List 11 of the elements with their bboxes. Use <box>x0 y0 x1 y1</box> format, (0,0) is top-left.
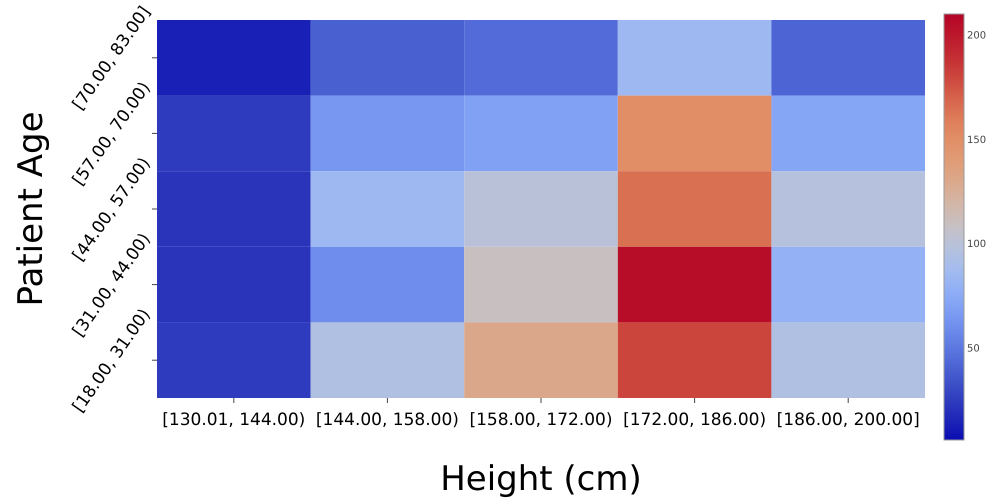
color-bar-label: 50 <box>967 344 980 355</box>
x-tick-label: [158.00, 172.00) <box>469 410 613 430</box>
x-axis-title: Height (cm) <box>440 459 642 499</box>
x-tick-label: [172.00, 186.00) <box>623 410 766 430</box>
x-tick-label: [186.00, 200.00] <box>776 410 920 430</box>
y-axis-title: Patient Age <box>11 112 51 306</box>
color-bar-label: 150 <box>967 134 986 146</box>
color-bar-label: 100 <box>967 239 986 250</box>
color-bar-label: 200 <box>967 30 986 42</box>
x-tick-label: [144.00, 158.00) <box>316 410 459 430</box>
x-tick-label: [130.01, 144.00) <box>162 410 306 430</box>
